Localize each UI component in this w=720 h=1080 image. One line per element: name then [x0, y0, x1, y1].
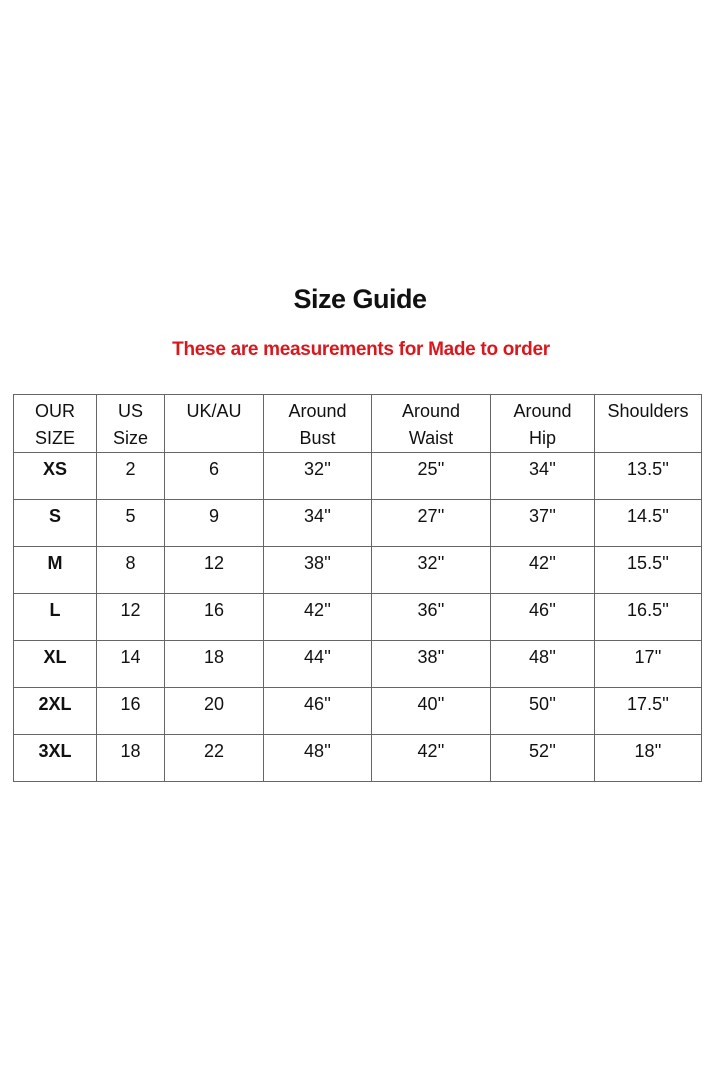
- column-header-line: Size: [112, 428, 148, 448]
- table-cell: 16: [164, 593, 264, 641]
- table-cell: 18'': [594, 734, 702, 782]
- size-label-cell: M: [13, 546, 97, 594]
- table-row: XL 14 18 44'' 38'' 48'' 17'': [13, 640, 702, 688]
- table-cell: 15.5'': [594, 546, 702, 594]
- table-cell: 20: [164, 687, 264, 735]
- table-cell: 12: [96, 593, 165, 641]
- table-cell: 32'': [263, 452, 372, 500]
- size-label-cell: 3XL: [13, 734, 97, 782]
- table-cell: 34'': [263, 499, 372, 547]
- table-cell: 34'': [490, 452, 595, 500]
- table-cell: 46'': [263, 687, 372, 735]
- table-cell: 37'': [490, 499, 595, 547]
- table-row: L 12 16 42'' 36'' 46'' 16.5'': [13, 593, 702, 641]
- header-row: OUR SIZE US Size UK/AU Around Bust Around Waist…: [13, 394, 702, 453]
- column-header-line: Hip: [528, 428, 556, 448]
- size-label-cell: XS: [13, 452, 97, 500]
- column-header: US Size: [96, 394, 165, 453]
- table-cell: 42'': [263, 593, 372, 641]
- table-row: M 8 12 38'' 32'' 42'' 15.5'': [13, 546, 702, 594]
- table-cell: 46'': [490, 593, 595, 641]
- table-cell: 48'': [263, 734, 372, 782]
- column-header: Around Bust: [263, 394, 372, 453]
- column-header-line: [597, 425, 699, 452]
- column-header-line: Waist: [408, 428, 454, 448]
- table-cell: 14.5'': [594, 499, 702, 547]
- table-cell: 16: [96, 687, 165, 735]
- table-row: XS 2 6 32'' 25'' 34'' 13.5'': [13, 452, 702, 500]
- table-cell: 9: [164, 499, 264, 547]
- table-cell: 18: [164, 640, 264, 688]
- size-table: OUR SIZE US Size UK/AU Around Bust Around Waist…: [13, 394, 702, 782]
- table-cell: 17.5'': [594, 687, 702, 735]
- table-cell: 17'': [594, 640, 702, 688]
- table-cell: 25'': [371, 452, 491, 500]
- size-label-cell: S: [13, 499, 97, 547]
- table-cell: 5: [96, 499, 165, 547]
- page-title: Size Guide: [293, 284, 427, 314]
- table-cell: 42'': [490, 546, 595, 594]
- size-label-cell: L: [13, 593, 97, 641]
- column-header-line: OUR: [35, 401, 75, 421]
- table-cell: 32'': [371, 546, 491, 594]
- table-cell: 2: [96, 452, 165, 500]
- column-header-line: SIZE: [34, 428, 75, 448]
- table-cell: 40'': [371, 687, 491, 735]
- table-cell: 38'': [263, 546, 372, 594]
- table-row: S 5 9 34'' 27'' 37'' 14.5'': [13, 499, 702, 547]
- table-cell: 8: [96, 546, 165, 594]
- column-header: UK/AU: [164, 394, 264, 453]
- column-header: OUR SIZE: [13, 394, 97, 453]
- table-cell: 16.5'': [594, 593, 702, 641]
- table-cell: 52'': [490, 734, 595, 782]
- column-header: Around Waist: [371, 394, 491, 453]
- table-cell: 22: [164, 734, 264, 782]
- column-header-line: US: [117, 401, 143, 421]
- table-cell: 48'': [490, 640, 595, 688]
- table-row: 3XL 18 22 48'' 42'' 52'' 18'': [13, 734, 702, 782]
- table-cell: 27'': [371, 499, 491, 547]
- column-header-line: Around: [288, 401, 347, 421]
- table-cell: 18: [96, 734, 165, 782]
- column-header: Shoulders: [594, 394, 702, 453]
- column-header-line: Around: [513, 401, 572, 421]
- size-label-cell: 2XL: [13, 687, 97, 735]
- size-label-cell: XL: [13, 640, 97, 688]
- table-cell: 6: [164, 452, 264, 500]
- table-cell: 50'': [490, 687, 595, 735]
- table-row: 2XL 16 20 46'' 40'' 50'' 17.5'': [13, 687, 702, 735]
- table-cell: 14: [96, 640, 165, 688]
- table-cell: 38'': [371, 640, 491, 688]
- column-header-line: Around: [401, 401, 461, 421]
- column-header-line: Shoulders: [607, 401, 689, 421]
- table-cell: 12: [164, 546, 264, 594]
- table-cell: 36'': [371, 593, 491, 641]
- column-header-line: Bust: [299, 428, 336, 448]
- column-header: Around Hip: [490, 394, 595, 453]
- table-cell: 44'': [263, 640, 372, 688]
- subtitle: These are measurements for Made to order: [172, 339, 550, 360]
- column-header-line: [167, 425, 261, 452]
- table-cell: 13.5'': [594, 452, 702, 500]
- table-cell: 42'': [371, 734, 491, 782]
- column-header-line: UK/AU: [186, 401, 242, 421]
